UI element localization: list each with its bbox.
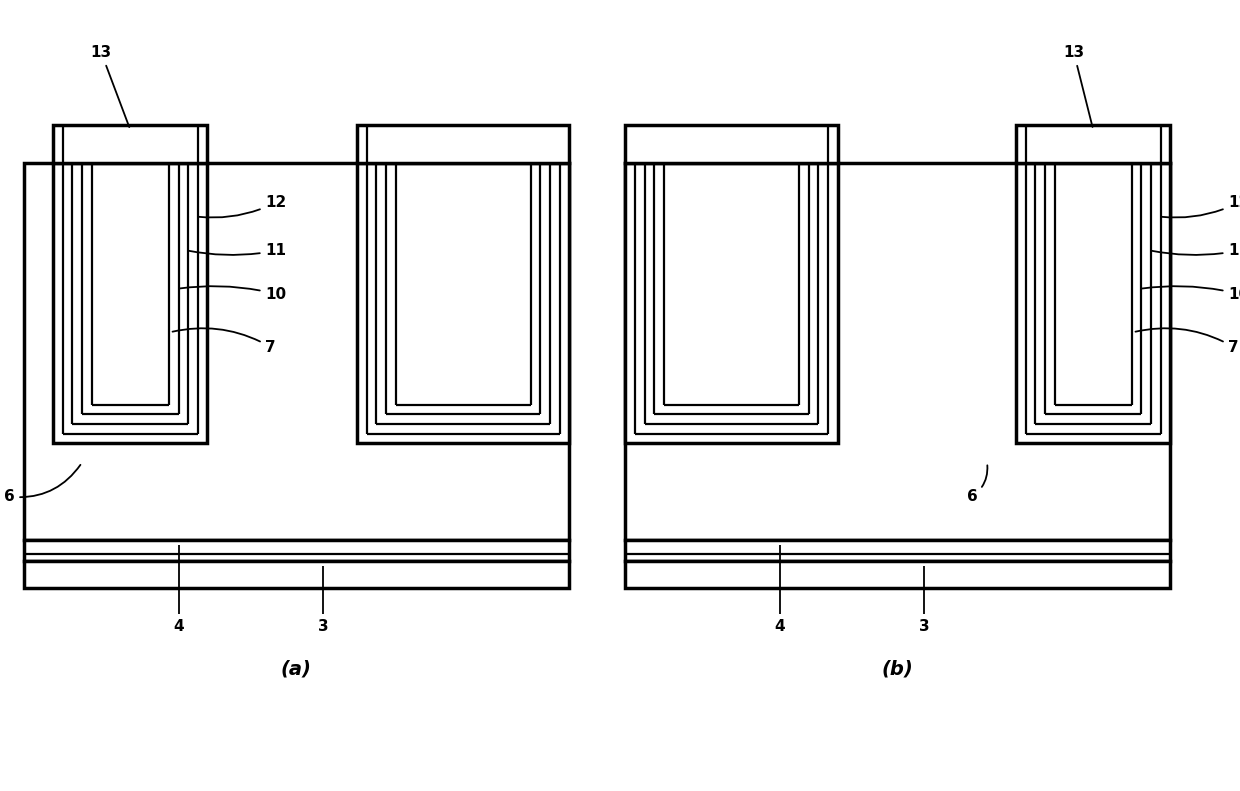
Bar xyxy=(357,125,569,164)
Text: (b): (b) xyxy=(882,660,913,679)
Bar xyxy=(625,539,1171,561)
Text: 12: 12 xyxy=(1162,195,1240,218)
Text: 6: 6 xyxy=(4,465,81,504)
Bar xyxy=(53,164,207,443)
Bar xyxy=(1016,125,1171,164)
Text: 7: 7 xyxy=(1136,328,1239,354)
Bar xyxy=(625,561,1171,588)
Text: 4: 4 xyxy=(174,619,184,634)
Bar xyxy=(24,539,569,561)
Text: 3: 3 xyxy=(317,619,329,634)
Bar xyxy=(1016,164,1171,443)
Bar xyxy=(53,125,207,164)
Text: 10: 10 xyxy=(1142,286,1240,301)
Text: 7: 7 xyxy=(172,328,277,354)
Text: 13: 13 xyxy=(91,45,129,127)
Text: 3: 3 xyxy=(919,619,930,634)
Bar xyxy=(625,125,837,164)
Text: 6: 6 xyxy=(967,465,987,504)
Text: 13: 13 xyxy=(1064,45,1092,127)
Bar xyxy=(357,164,569,443)
Text: 11: 11 xyxy=(1152,243,1240,258)
Bar xyxy=(625,164,837,443)
Bar xyxy=(24,164,569,539)
Text: 12: 12 xyxy=(198,195,286,218)
Bar xyxy=(24,561,569,588)
Text: 4: 4 xyxy=(774,619,785,634)
Text: 10: 10 xyxy=(180,286,286,301)
Text: 11: 11 xyxy=(188,243,286,258)
Bar xyxy=(625,164,1171,539)
Text: (a): (a) xyxy=(280,660,311,679)
